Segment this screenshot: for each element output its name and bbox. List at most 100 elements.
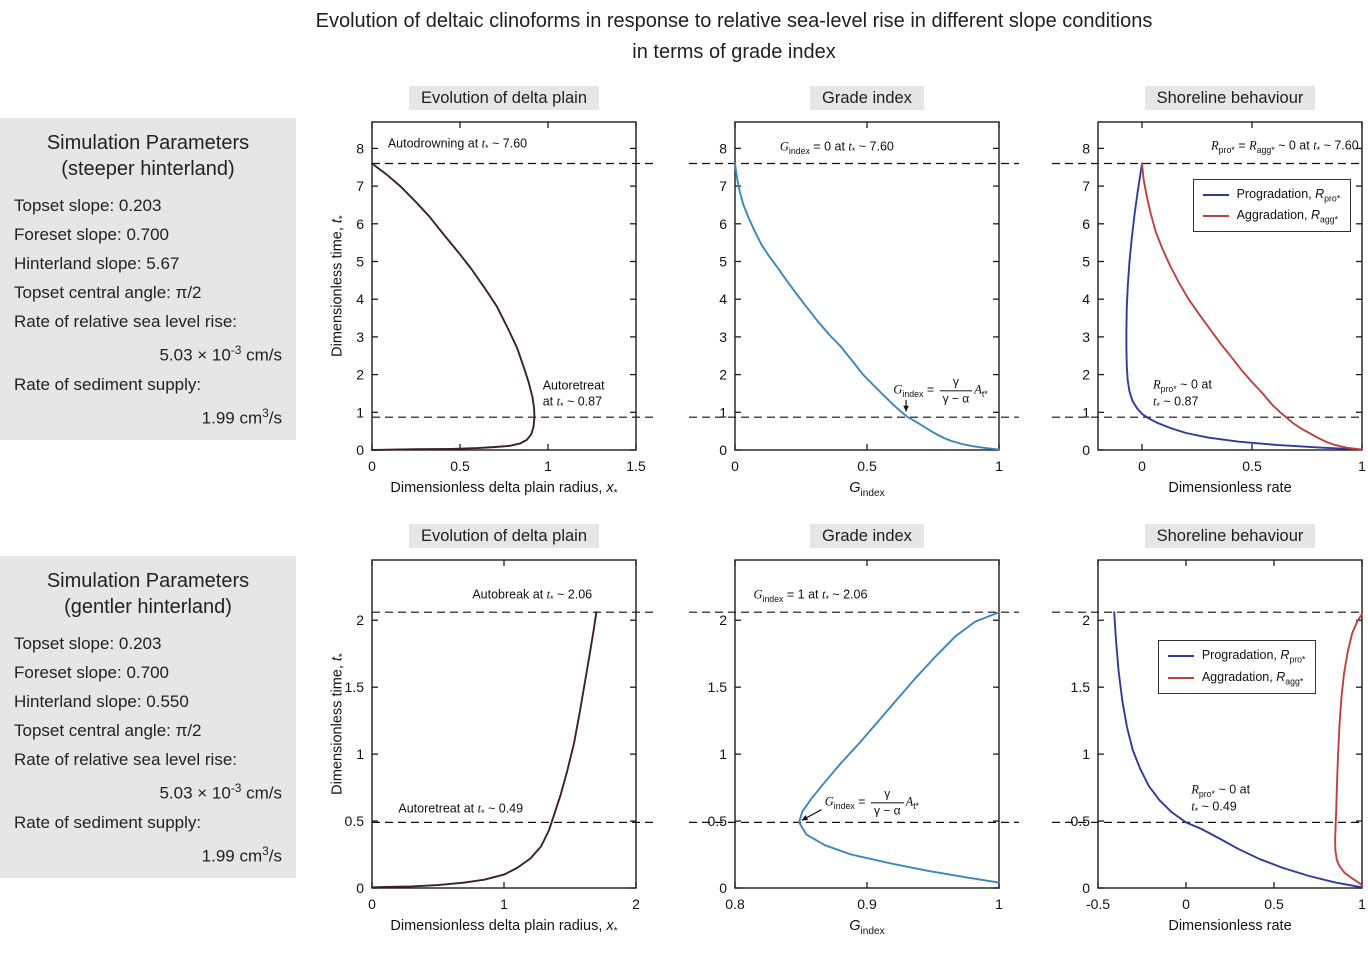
y-tick-label: 6 bbox=[719, 216, 727, 232]
legend-label: Aggradation, Ragg* bbox=[1201, 670, 1304, 687]
plot-area: 0 0.5 1 0 1 2 3 4 5 6 7 8 Rpro* = Ragg* ~ 0 at t* ~ … bbox=[1052, 112, 1368, 514]
legend-item: Progradation, Rpro* bbox=[1167, 645, 1305, 667]
y-tick-label: 7 bbox=[1082, 178, 1090, 194]
plot-svg: 0 0.5 1 0 1 2 3 4 5 6 7 8 bbox=[1052, 121, 1366, 474]
x-axis-label: Dimensionless delta plain radius, x* bbox=[390, 918, 618, 937]
plot-frame bbox=[1097, 121, 1363, 451]
parameter-line: Rate of relative sea level rise: bbox=[14, 312, 237, 331]
y-tick-label: 5 bbox=[1082, 253, 1090, 269]
x-tick-label: 0 bbox=[1138, 458, 1146, 474]
plot-svg: 0.8 0.9 1 0 0.5 1 1.5 2 bbox=[689, 559, 1019, 912]
series-delta-plain-radius bbox=[371, 162, 536, 451]
chart-evolution-delta-plain-steeper: Evolution of delta plain 0 0.5 1 1.5 0 1 2 3 4 5 6… bbox=[326, 86, 656, 514]
chart-evolution-delta-plain-gentler: Evolution of delta plain 0 1 2 0 0.5 1 1.5 2 Aut… bbox=[326, 524, 656, 952]
legend-swatch-line bbox=[1167, 677, 1194, 680]
figure-title-line1: Evolution of deltaic clinoforms in respo… bbox=[315, 10, 1153, 32]
legend: Progradation, Rpro* Aggradation, Ragg* bbox=[1157, 640, 1317, 695]
x-axis-label: Dimensionless rate bbox=[1168, 918, 1292, 934]
plot-frame bbox=[371, 121, 637, 451]
parameter-line: 5.03 × 10-3 cm/s bbox=[159, 343, 282, 365]
y-tick-label: 3 bbox=[1082, 329, 1090, 345]
plot-area: 0.8 0.9 1 0 0.5 1 1.5 2 Gindex = 1 at t* ~ 2.06 G… bbox=[689, 550, 1019, 952]
y-tick-label: 1 bbox=[1082, 404, 1090, 420]
x-axis-label: Dimensionless delta plain radius, x* bbox=[390, 480, 618, 499]
y-tick-label: 5 bbox=[719, 253, 727, 269]
legend-item: Aggradation, Ragg* bbox=[1202, 205, 1341, 227]
parameter-line: Hinterland slope: 5.67 bbox=[14, 254, 180, 273]
y-tick-label: 1 bbox=[1082, 746, 1090, 762]
plot-svg: 0 0.5 1 1.5 0 1 2 3 4 5 6 7 8 bbox=[356, 121, 656, 474]
x-axis-label: Dimensionless rate bbox=[1168, 480, 1292, 496]
x-axis-label: Gindex bbox=[849, 480, 885, 499]
legend-label: Progradation, Rpro* bbox=[1236, 186, 1341, 204]
plot-svg: 0 1 2 0 0.5 1 1.5 2 bbox=[345, 559, 656, 912]
y-tick-label: 8 bbox=[356, 140, 364, 156]
series-grade-index bbox=[734, 162, 1000, 451]
x-tick-label: 1.5 bbox=[626, 458, 646, 474]
x-tick-label: 0 bbox=[368, 458, 376, 474]
x-tick-label: 0.5 bbox=[1242, 458, 1262, 474]
annotation-arrow bbox=[801, 815, 809, 821]
y-tick-label: 0 bbox=[719, 880, 727, 896]
y-tick-label: 1.5 bbox=[708, 679, 728, 695]
y-tick-label: 4 bbox=[1082, 291, 1090, 307]
y-tick-label: 1.5 bbox=[1071, 679, 1091, 695]
x-tick-label: 0 bbox=[1182, 896, 1190, 912]
legend-label: Aggradation, Ragg* bbox=[1236, 208, 1338, 225]
plot-frame bbox=[734, 559, 1000, 889]
figure-title-line2: in terms of grade index bbox=[632, 41, 836, 63]
chart-title: Shoreline behaviour bbox=[1052, 524, 1368, 548]
annotation: Autobreak at t* ~ 2.06 bbox=[472, 587, 593, 604]
panel-heading: Simulation Parameters (steeper hinterlan… bbox=[14, 130, 282, 182]
chart-grade-index-steeper: Grade index 0 0.5 1 0 1 2 3 4 5 6 7 8 Gindex = 0 at … bbox=[689, 86, 1019, 514]
y-tick-label: 4 bbox=[356, 291, 364, 307]
chart-title: Evolution of delta plain bbox=[326, 86, 656, 110]
parameter-line: Rate of sediment supply: bbox=[14, 374, 202, 394]
y-tick-label: 2 bbox=[1082, 367, 1090, 383]
legend-swatch-line bbox=[1202, 215, 1229, 218]
y-tick-label: 8 bbox=[1082, 140, 1090, 156]
annotation: Gindex = 0 at t* ~ 7.60 bbox=[779, 139, 894, 157]
parameter-line: 5.03 × 10-3 cm/s bbox=[159, 781, 282, 803]
y-tick-label: 2 bbox=[356, 367, 364, 383]
annotation: Gindex = 1 at t* ~ 2.06 bbox=[753, 587, 868, 604]
chart-shoreline-behaviour-steeper: Shoreline behaviour 0 0.5 1 0 1 2 3 4 5 6 7 8 Rpro* … bbox=[1052, 86, 1368, 514]
y-tick-label: 3 bbox=[356, 329, 364, 345]
y-tick-label: 5 bbox=[356, 253, 364, 269]
y-tick-label: 0.5 bbox=[345, 813, 365, 829]
y-tick-label: 7 bbox=[356, 178, 364, 194]
panel-parameter-lines: Topset slope: 0.203 Foreset slope: 0.700 H… bbox=[14, 191, 282, 432]
y-tick-label: 2 bbox=[719, 612, 727, 628]
parameter-line: Rate of sediment supply: bbox=[14, 812, 202, 832]
chart-title: Grade index bbox=[689, 524, 1019, 548]
y-tick-label: 0 bbox=[356, 442, 364, 458]
annotation: Autodrowning at t* ~ 7.60 bbox=[387, 135, 528, 153]
plot-area: -0.5 0 0.5 1 0 0.5 1 1.5 2 Rpro* ~ 0 at t* ~ 0.49 P… bbox=[1052, 550, 1368, 952]
y-tick-label: 1.5 bbox=[345, 679, 365, 695]
x-tick-label: 1 bbox=[1358, 458, 1366, 474]
annotation: Autoretreat at t* ~ 0.87 bbox=[542, 378, 605, 411]
y-tick-label: 0 bbox=[1082, 880, 1090, 896]
annotation: Rpro* ~ 0 at t* ~ 0.49 bbox=[1191, 782, 1251, 817]
y-tick-label: 0.5 bbox=[1071, 813, 1091, 829]
legend-swatch-line bbox=[1202, 193, 1229, 196]
chart-grade-index-gentler: Grade index 0.8 0.9 1 0 0.5 1 1.5 2 Gindex = 1 a… bbox=[689, 524, 1019, 952]
annotation: Rpro* = Ragg* ~ 0 at t* ~ 7.60 bbox=[1211, 137, 1359, 155]
y-tick-label: 1 bbox=[356, 746, 364, 762]
parameter-line: Topset slope: 0.203 bbox=[14, 634, 162, 653]
panel-parameter-lines: Topset slope: 0.203 Foreset slope: 0.700 H… bbox=[14, 629, 282, 870]
panel-heading: Simulation Parameters (gentler hinterlan… bbox=[14, 568, 282, 620]
y-tick-label: 6 bbox=[356, 216, 364, 232]
x-tick-label: 1 bbox=[1358, 896, 1366, 912]
plot-area: 0 0.5 1 1.5 0 1 2 3 4 5 6 7 8 Autodrowning at t* ~ 7.… bbox=[326, 112, 656, 514]
y-tick-label: 1 bbox=[719, 746, 727, 762]
y-axis-label: Dimensionless time, t* bbox=[329, 653, 349, 795]
annotation: Rpro* ~ 0 at t* ~ 0.87 bbox=[1153, 377, 1212, 412]
y-tick-label: 7 bbox=[719, 178, 727, 194]
simulation-parameters-panel-steeper: Simulation Parameters (steeper hinterlan… bbox=[0, 118, 296, 440]
y-tick-label: 1 bbox=[356, 404, 364, 420]
series-grade-index bbox=[798, 611, 1000, 884]
parameter-line: Foreset slope: 0.700 bbox=[14, 225, 169, 244]
parameter-line: Topset central angle: π/2 bbox=[14, 283, 202, 302]
